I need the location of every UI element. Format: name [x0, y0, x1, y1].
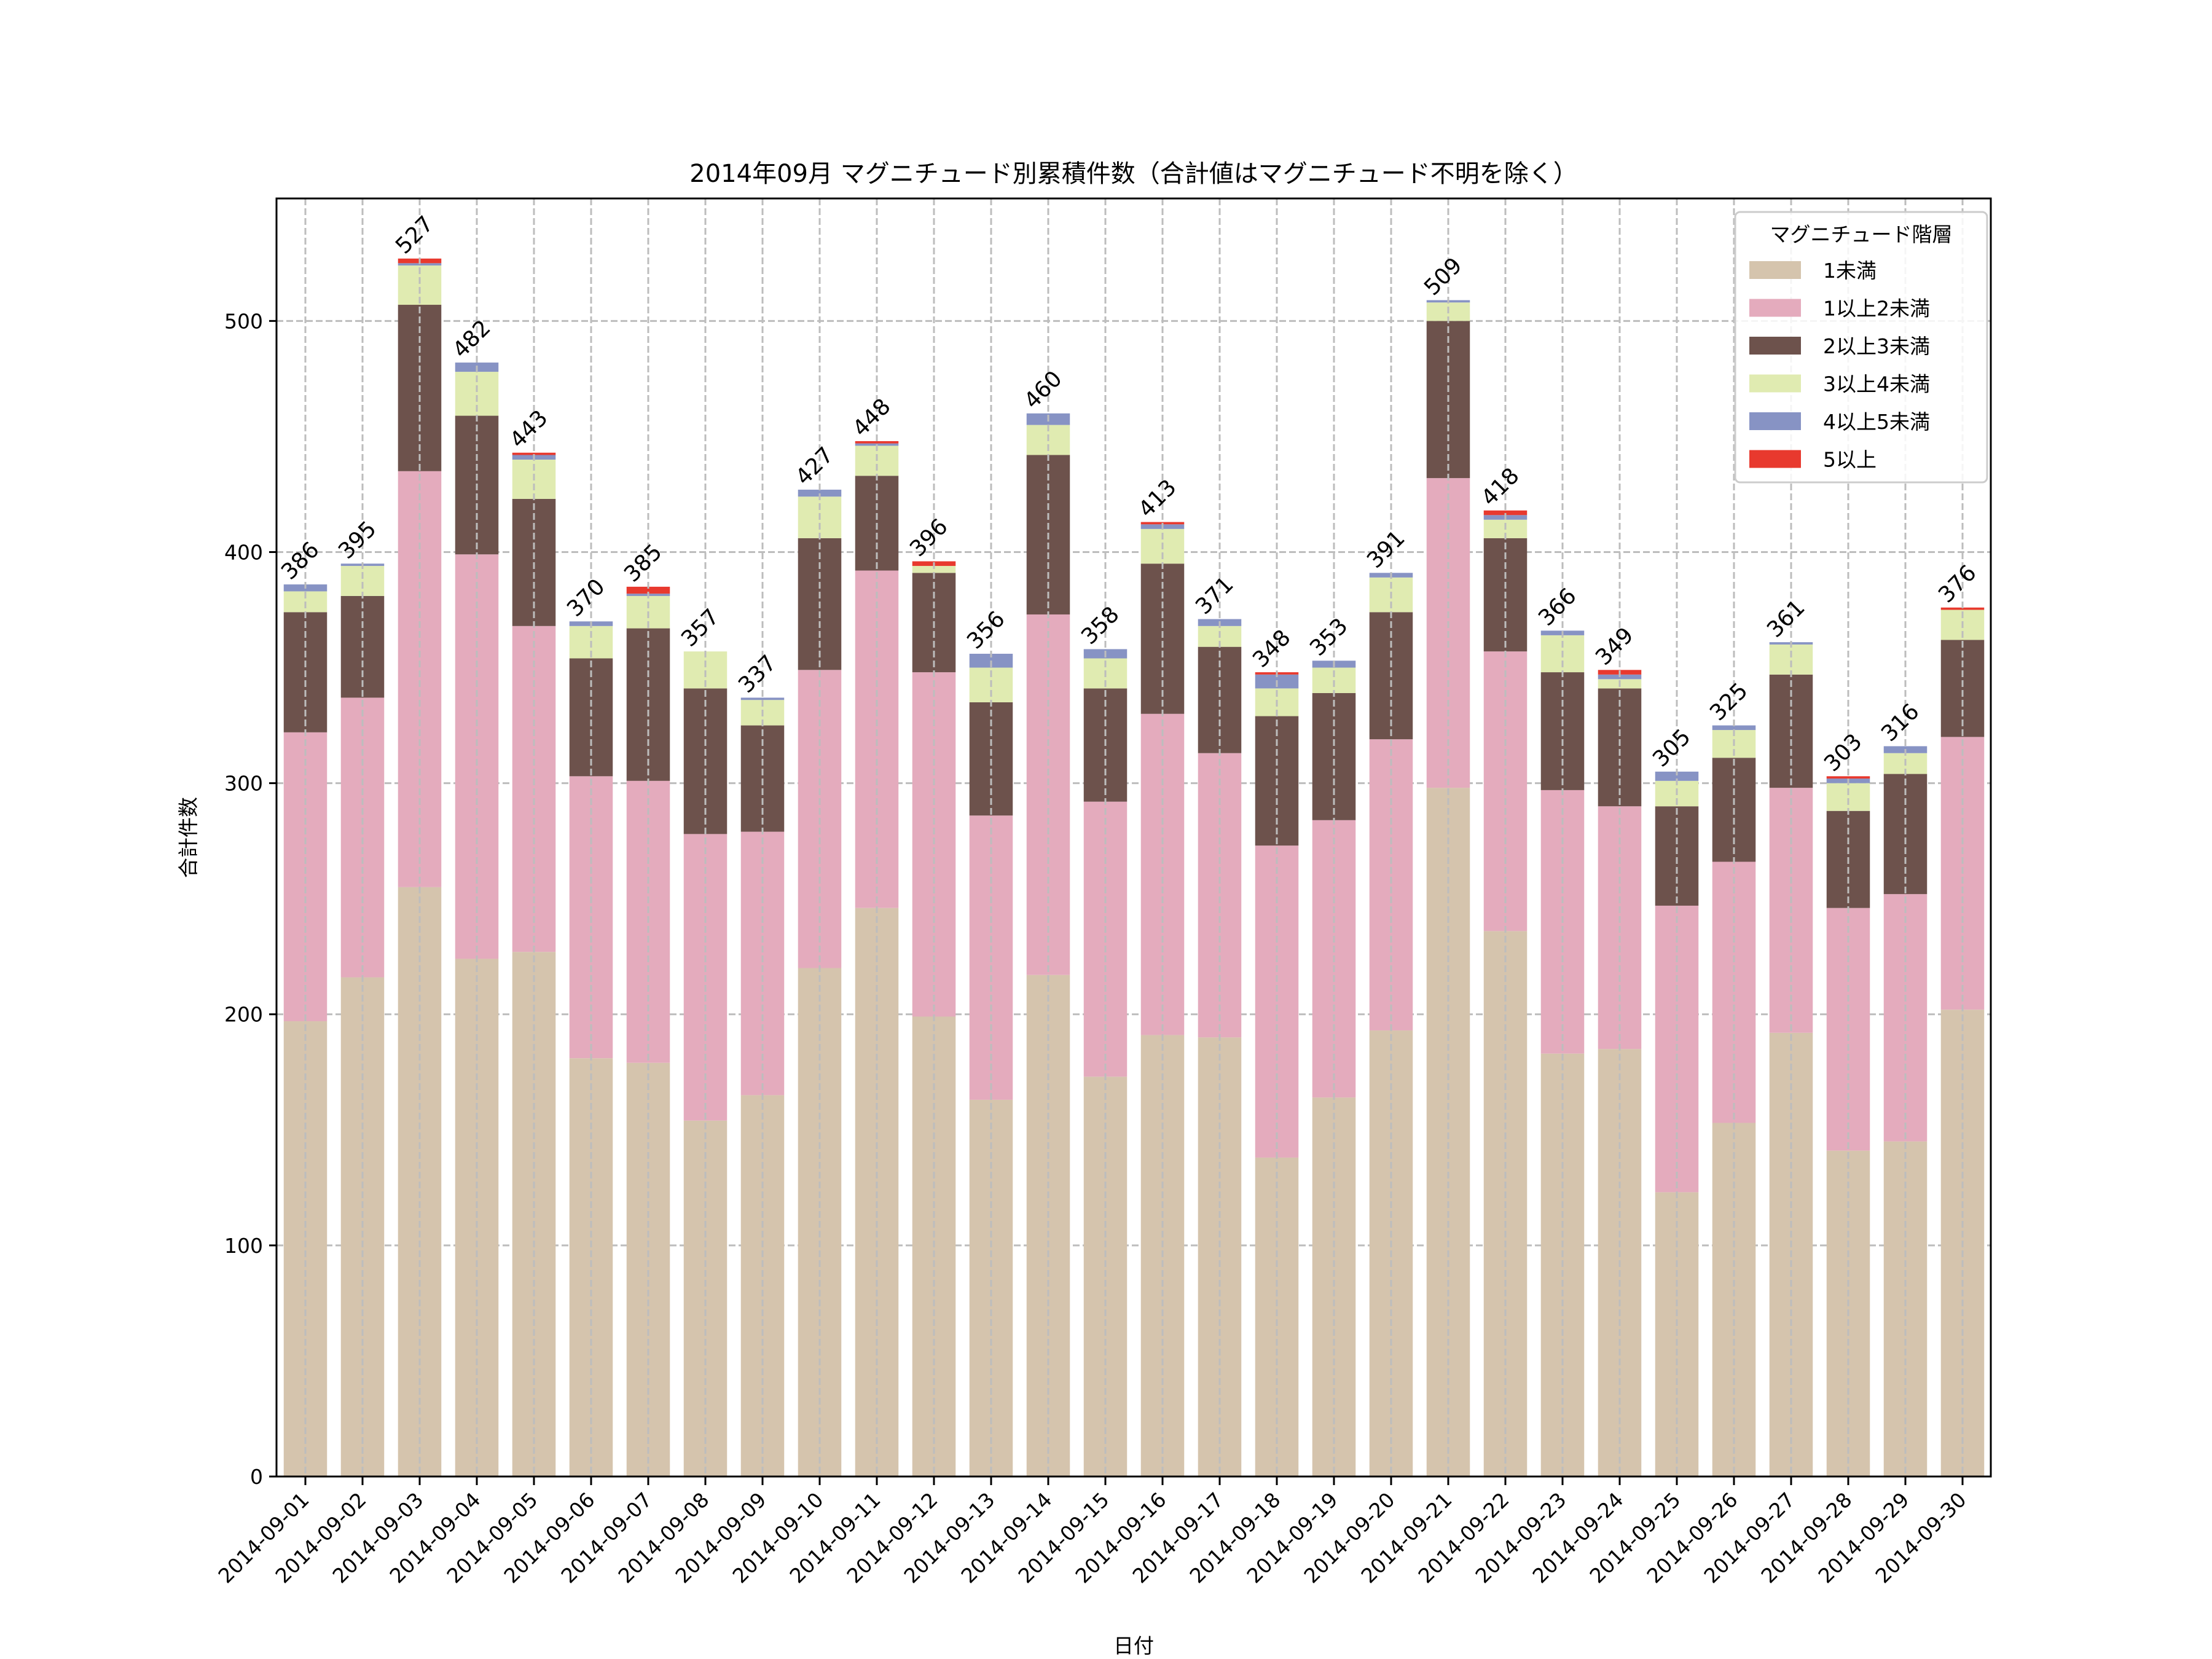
bar-segment: [1826, 783, 1870, 811]
bar-segment: [626, 1062, 670, 1477]
bar-segment: [1140, 563, 1185, 714]
bar-total-label: 349: [1591, 622, 1639, 670]
y-tick-label: 0: [250, 1465, 263, 1489]
bar-segment: [1598, 688, 1642, 807]
bar-total-label: 376: [1934, 560, 1982, 608]
bar-segment: [340, 566, 385, 596]
plot-frame: [275, 197, 1992, 1478]
bar-total-label: 366: [1534, 583, 1582, 631]
x-axis-label: 日付: [1113, 1634, 1154, 1658]
vertical-grid-lines: [304, 198, 1964, 1477]
bar-total-label: 448: [848, 394, 896, 442]
bar-total-label: 303: [1819, 729, 1867, 777]
y-tick-label: 200: [224, 1003, 263, 1027]
legend-swatch: [1749, 337, 1801, 355]
legend-swatch: [1749, 412, 1801, 430]
bar-segment: [1369, 739, 1413, 1031]
y-tick-label: 500: [224, 309, 263, 333]
bar-segment: [569, 658, 613, 777]
bar-total-label: 527: [391, 211, 439, 259]
bar-segment: [1483, 510, 1528, 516]
bar-total-label: 418: [1477, 463, 1524, 511]
bar-segment: [1198, 753, 1242, 1038]
bar-total-label: 305: [1648, 724, 1696, 772]
y-axis-label: 合計件数: [176, 797, 200, 878]
legend-label: 1以上2未満: [1823, 297, 1930, 321]
bar-total-label: 443: [505, 406, 553, 453]
bar-total-label: 337: [734, 651, 782, 699]
bar-segment: [798, 489, 842, 497]
bar-total-label: 371: [1191, 572, 1239, 620]
legend-title: マグニチュード階層: [1770, 222, 1953, 246]
legend-swatch: [1749, 450, 1801, 468]
y-tick-label: 400: [224, 540, 263, 564]
legend-swatch: [1749, 261, 1801, 279]
legend-label: 5以上: [1823, 448, 1877, 472]
bar-total-label: 348: [1248, 625, 1296, 673]
bar-segment: [1769, 644, 1813, 675]
bars: [283, 258, 1985, 1477]
bar-total-label: 370: [562, 574, 610, 622]
bar-total-label: 482: [448, 315, 496, 363]
bar-total-label: 361: [1762, 595, 1810, 643]
y-tick-label: 100: [224, 1234, 263, 1258]
y-tick-label: 300: [224, 772, 263, 796]
bar-segment: [626, 586, 670, 594]
bar-total-label: 353: [1305, 613, 1353, 661]
bar-total-label: 427: [791, 442, 839, 490]
bar-total-label: 356: [962, 606, 1010, 654]
legend-label: 1未満: [1823, 259, 1877, 283]
bar-total-label: 460: [1019, 366, 1067, 414]
bar-total-label: 358: [1077, 602, 1124, 650]
x-axis-ticks: 2014-09-012014-09-022014-09-032014-09-04…: [213, 1477, 1971, 1588]
legend-label: 3以上4未満: [1823, 372, 1930, 396]
legend-label: 2以上3未満: [1823, 334, 1930, 358]
grid-lines: [276, 320, 1991, 1247]
bar-total-label: 325: [1705, 678, 1753, 726]
legend-swatch: [1749, 374, 1801, 393]
bar-segment: [1712, 725, 1756, 731]
legend-label: 4以上5未満: [1823, 410, 1930, 434]
y-axis-ticks: 0 100 200 300 400 500: [224, 309, 276, 1489]
bar-total-label: 316: [1877, 699, 1924, 747]
bar-segment: [912, 566, 956, 573]
bar-total-label: 386: [276, 537, 324, 585]
bar-total-label: 396: [905, 514, 953, 562]
bar-segment: [512, 452, 556, 455]
bar-total-label: 413: [1134, 475, 1182, 523]
bar-segment: [683, 1120, 728, 1477]
bar-total-label: 357: [677, 604, 724, 652]
bar-segment: [1655, 771, 1699, 781]
bar-total-label: 391: [1362, 525, 1410, 573]
bar-segment: [398, 263, 442, 266]
bar-segment: [740, 831, 785, 1096]
bar-total-label: 509: [1419, 253, 1467, 301]
bar-total-label: 395: [334, 516, 382, 564]
bar-segment: [1826, 776, 1870, 779]
legend-swatch: [1749, 299, 1801, 317]
bar-segment: [740, 697, 785, 700]
bar-total-label: 385: [619, 539, 667, 587]
chart-title: 2014年09月 マグニチュード別累積件数（合計値はマグニチュード不明を除く）: [689, 160, 1577, 188]
bar-segment: [1940, 607, 1985, 610]
bar-segment: [855, 441, 899, 444]
legend: マグニチュード階層 1未満 1以上2未満 2以上3未満 3以上4未満 4以上5未満 5以上: [1734, 211, 1988, 484]
